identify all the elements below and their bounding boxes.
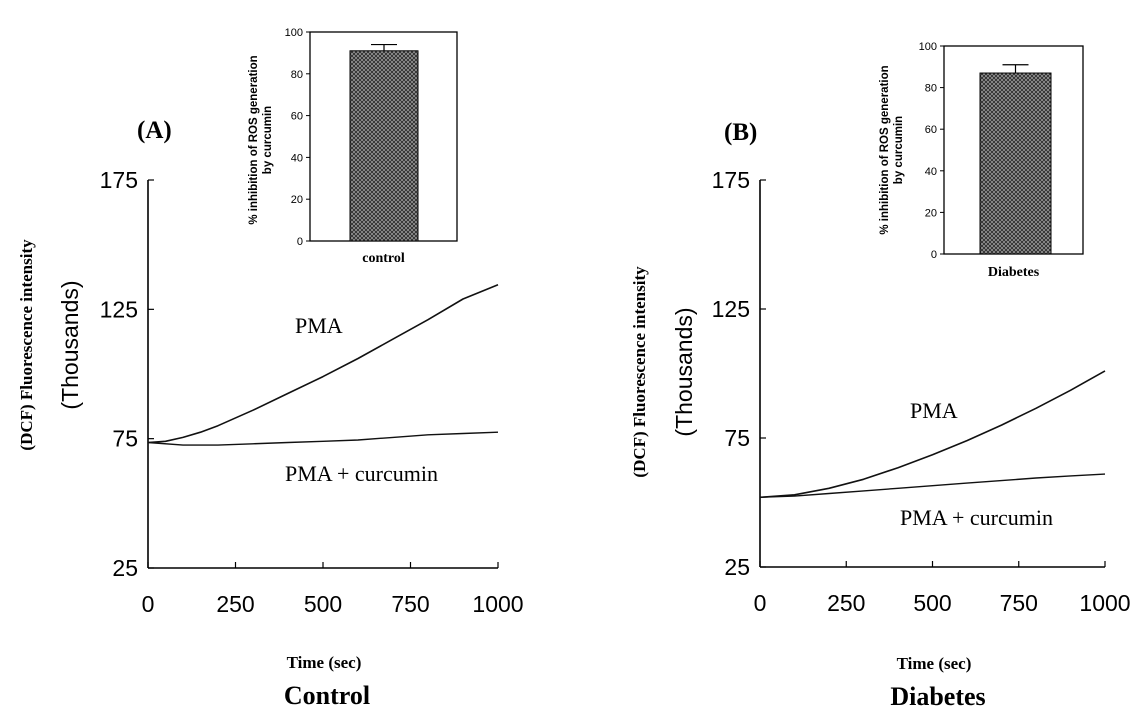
inset-axes-b: 0 20 40 60 80 100 Diabetes <box>919 41 1084 280</box>
series-line-pma-curcumin-b <box>759 473 1106 498</box>
x-tick-label-a: 750 <box>391 591 429 617</box>
y-tick-label-a: 175 <box>100 167 138 193</box>
inset-bar-b <box>979 72 1052 255</box>
inset-y-tick-label-a: 80 <box>291 69 303 81</box>
inset-y-tick-label-a: 60 <box>291 111 303 123</box>
inset-axes-a: 0 20 40 60 80 100 control <box>285 27 458 266</box>
y-tick-label-b: 125 <box>712 296 750 322</box>
x-tick-label-a: 1000 <box>472 591 523 617</box>
y-axis-title-a: (DCF) Fluorescence intensity <box>17 239 36 451</box>
inset-y-tick-label-b: 100 <box>919 41 937 53</box>
inset-ylabel-a-2: by curcumin <box>262 106 274 174</box>
y-axis-label-b: (DCF) Fluorescence intensity (Thousands) <box>630 266 697 478</box>
inset-y-tick-label-b: 80 <box>925 83 937 95</box>
panel-b: (B) (DCF) Fluorescence intensity (Thousa… <box>630 41 1131 711</box>
axes-a: 0 250 500 750 1000 25 75 125 175 <box>100 167 524 617</box>
series-label-pma-curcumin-a: PMA + curcumin <box>285 461 438 486</box>
inset-bar-a <box>349 50 419 242</box>
y-tick-label-b: 25 <box>724 554 750 580</box>
inset-category-label-b: Diabetes <box>988 265 1040 280</box>
y-axis-unit-b: (Thousands) <box>671 307 697 436</box>
inset-y-tick-label-a: 20 <box>291 194 303 206</box>
series-label-pma-b: PMA <box>910 398 958 423</box>
y-tick-label-a: 25 <box>112 555 138 581</box>
panel-label-b: (B) <box>724 119 757 146</box>
panel-a: (A) (DCF) Fluorescence intensity (Thousa… <box>17 27 524 710</box>
panel-title-a: Control <box>284 681 370 710</box>
inset-y-tick-label-a: 100 <box>285 27 303 39</box>
inset-ylabel-b-2: by curcumin <box>893 116 905 184</box>
y-tick-label-a: 75 <box>112 426 138 452</box>
y-tick-label-b: 75 <box>724 425 750 451</box>
panel-label-a: (A) <box>137 117 172 144</box>
y-axis-title-b: (DCF) Fluorescence intensity <box>630 266 649 478</box>
x-axis-label-a: Time (sec) <box>287 653 362 672</box>
x-tick-label-b: 750 <box>1000 590 1038 616</box>
series-line-pma-curcumin-a <box>147 431 499 446</box>
inset-y-tick-label-b: 0 <box>931 249 937 261</box>
series-line-pma-a <box>147 284 499 444</box>
x-tick-label-a: 250 <box>216 591 254 617</box>
inset-a: % inhibition of ROS generation by curcum… <box>248 27 458 266</box>
x-tick-label-b: 0 <box>754 590 767 616</box>
series-line-pma-b <box>759 370 1106 499</box>
inset-y-tick-label-b: 20 <box>925 207 937 219</box>
series-label-pma-a: PMA <box>295 313 343 338</box>
inset-category-label-a: control <box>362 251 405 266</box>
inset-ylabel-a-1: % inhibition of ROS generation <box>248 55 260 224</box>
inset-y-tick-label-b: 60 <box>925 124 937 136</box>
y-axis-unit-a: (Thousands) <box>57 280 83 409</box>
inset-y-tick-label-a: 0 <box>297 236 303 248</box>
y-axis-label-a: (DCF) Fluorescence intensity (Thousands) <box>17 239 83 451</box>
series-label-pma-curcumin-b: PMA + curcumin <box>900 505 1053 530</box>
x-tick-label-a: 500 <box>304 591 342 617</box>
x-tick-label-a: 0 <box>142 591 155 617</box>
x-tick-label-b: 250 <box>827 590 865 616</box>
y-tick-label-a: 125 <box>100 296 138 322</box>
inset-ylabel-b-1: % inhibition of ROS generation <box>879 65 891 234</box>
inset-y-tick-label-a: 40 <box>291 152 303 164</box>
axes-b: 0 250 500 750 1000 25 75 125 175 <box>712 167 1131 616</box>
panel-title-b: Diabetes <box>890 682 985 711</box>
y-tick-label-b: 175 <box>712 167 750 193</box>
inset-y-tick-label-b: 40 <box>925 166 937 178</box>
x-tick-label-b: 1000 <box>1079 590 1130 616</box>
x-axis-label-b: Time (sec) <box>897 654 972 673</box>
inset-b: % inhibition of ROS generation by curcum… <box>879 41 1084 280</box>
x-tick-label-b: 500 <box>913 590 951 616</box>
